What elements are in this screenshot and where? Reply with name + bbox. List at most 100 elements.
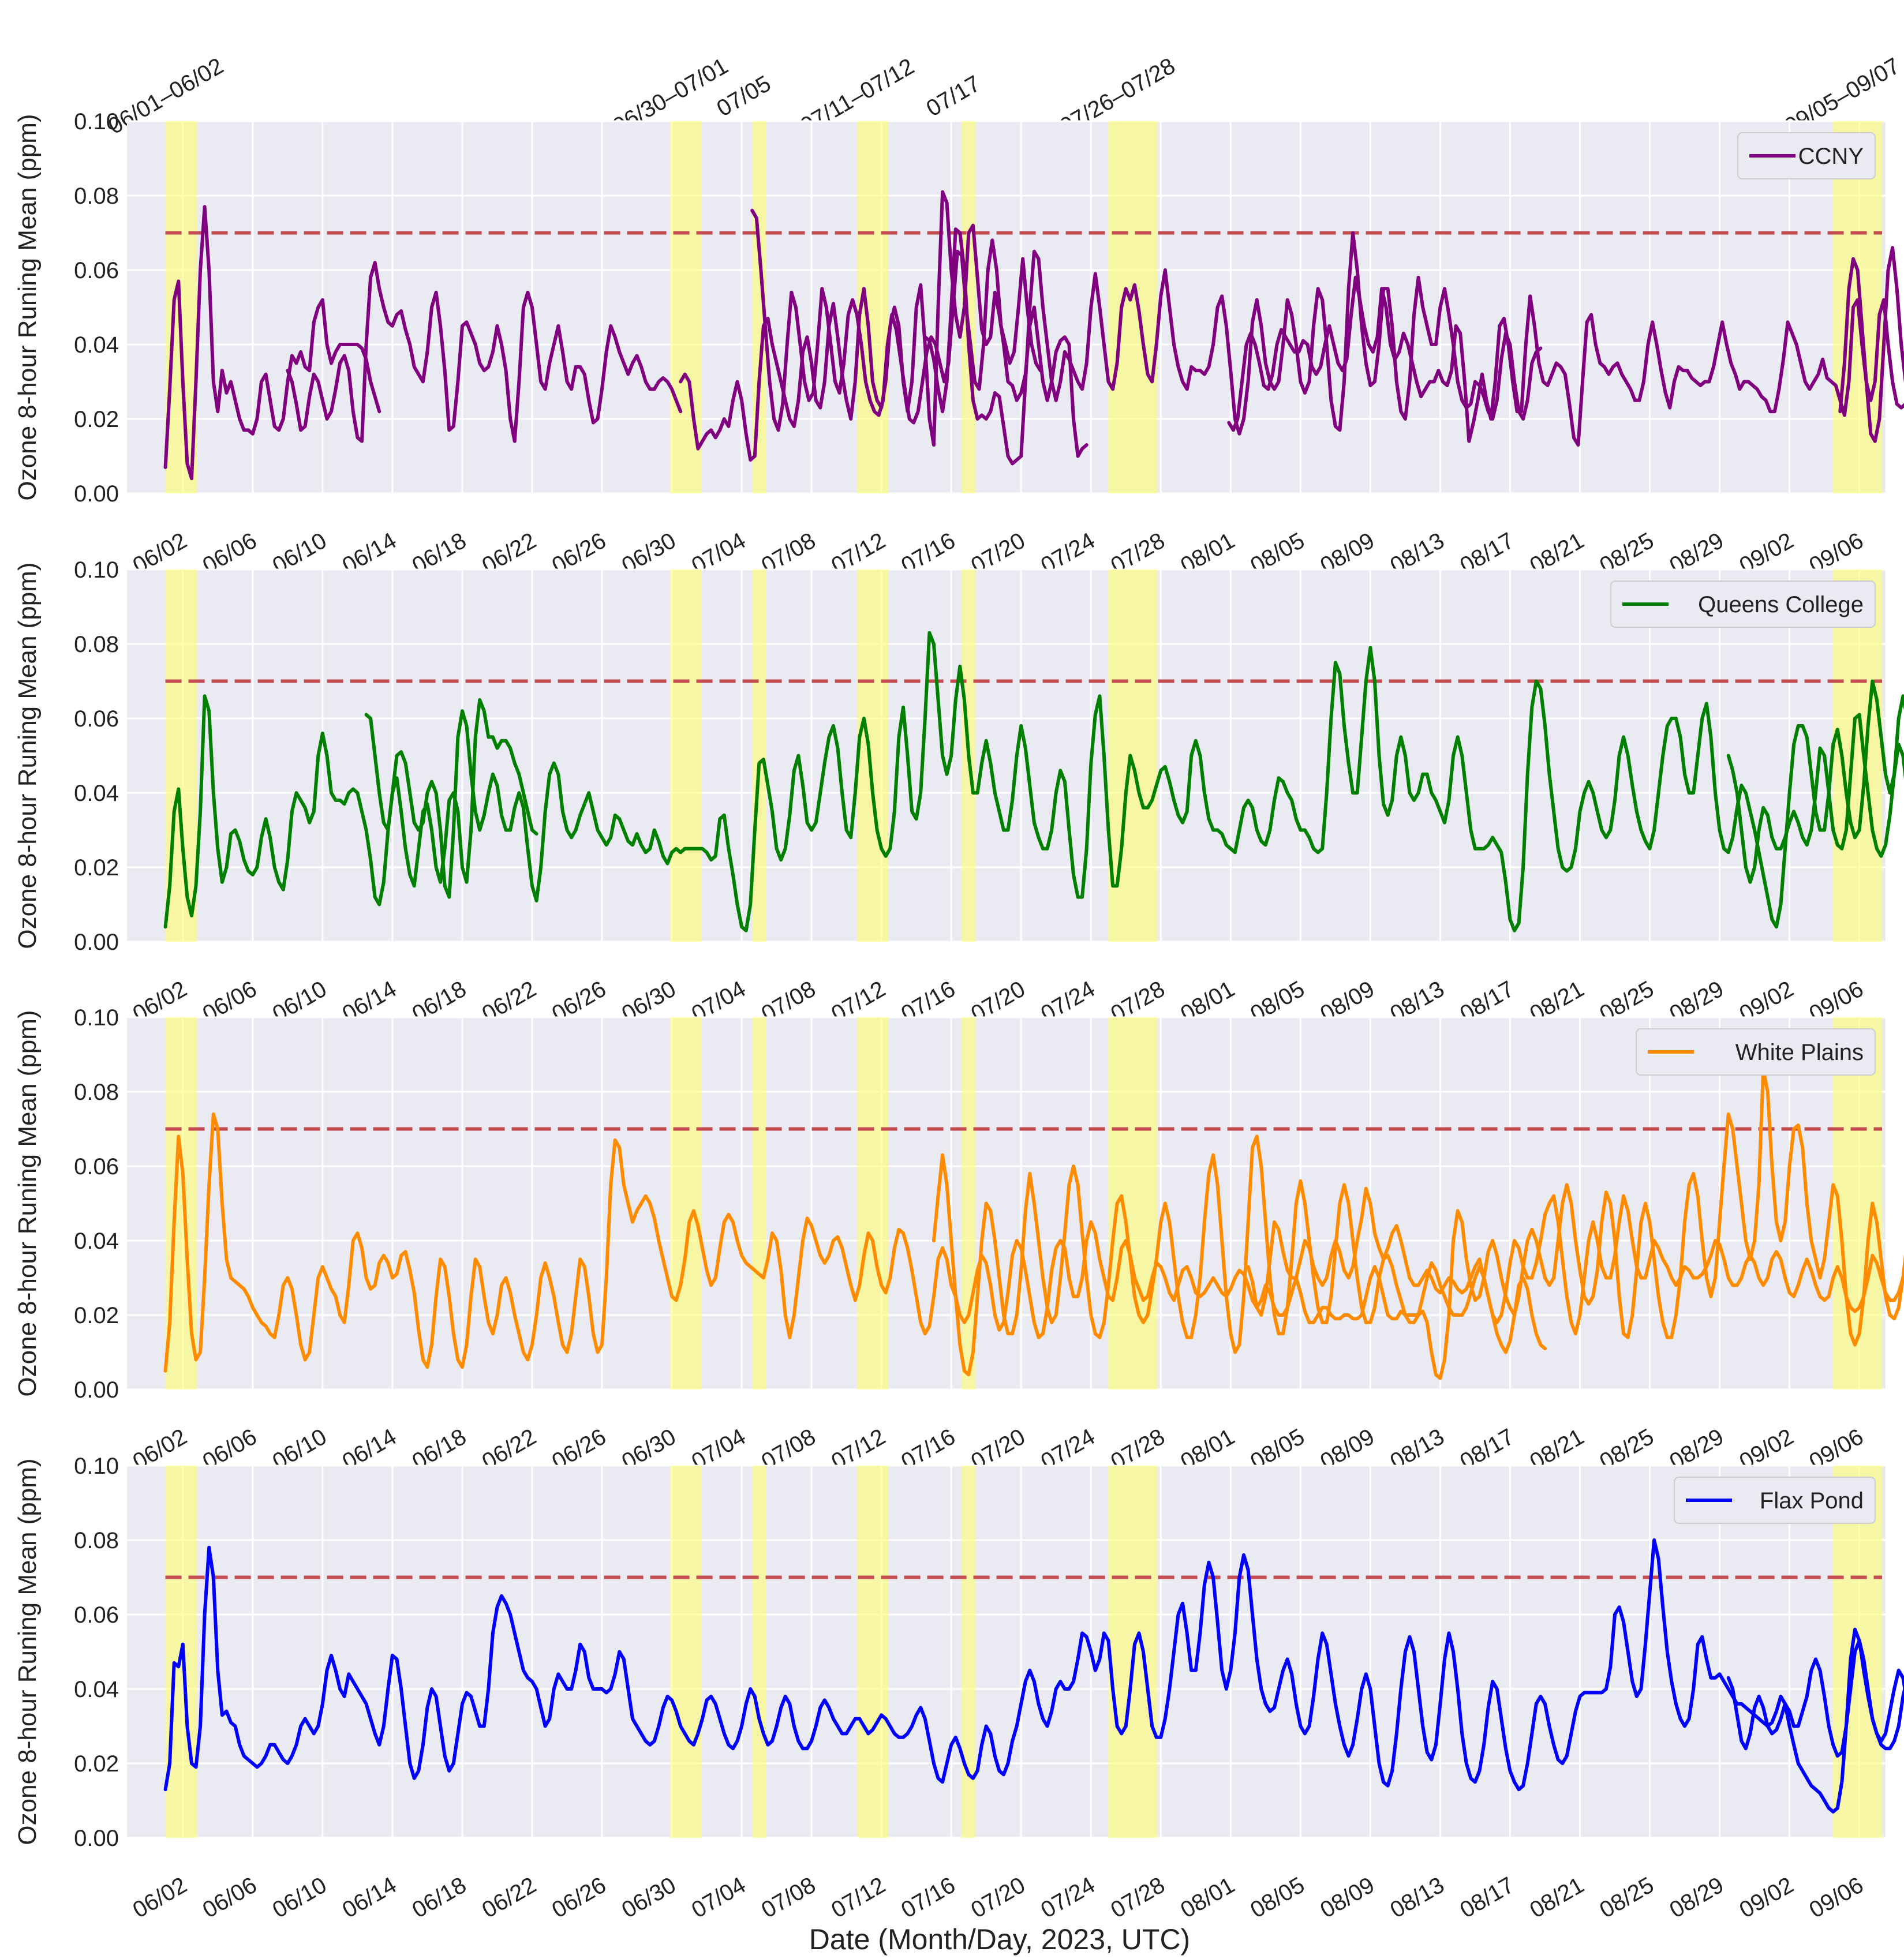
series-line — [163, 205, 381, 481]
series-line — [163, 1067, 1904, 1380]
y-tick-label: 0.10 — [74, 1005, 119, 1031]
x-tick-label: 08/09 — [1316, 1872, 1379, 1923]
legend-box — [1610, 580, 1876, 628]
legend: CCNY — [1737, 132, 1876, 179]
y-tick-label: 0.02 — [74, 1303, 119, 1328]
y-tick-label: 0.04 — [74, 1228, 119, 1254]
x-tick-label: 08/13 — [1386, 1872, 1449, 1923]
highlight-span — [752, 570, 766, 942]
highlight-span — [670, 570, 702, 942]
y-tick-label: 0.04 — [74, 332, 119, 358]
highlight-span — [670, 1466, 702, 1838]
highlight-span — [1108, 121, 1158, 493]
y-tick-label: 0.00 — [74, 481, 119, 507]
series-line — [1227, 275, 1904, 447]
x-tick-label: 08/29 — [1665, 1872, 1728, 1923]
highlight-span — [856, 1466, 889, 1838]
x-tick-label: 09/02 — [1735, 1872, 1798, 1923]
y-tick-label: 0.10 — [74, 109, 119, 134]
x-tick-label: 07/16 — [897, 1872, 960, 1923]
legend-label: White Plains — [1735, 1040, 1864, 1065]
x-tick-label: 08/05 — [1246, 1872, 1309, 1923]
legend-label: Queens College — [1698, 592, 1864, 617]
y-axis-label: Ozone 8-hour Runing Mean (ppm) — [13, 114, 42, 500]
y-tick-label: 0.08 — [74, 1080, 119, 1105]
x-tick-label: 08/25 — [1595, 1872, 1658, 1923]
x-tick-label: 08/17 — [1456, 1872, 1518, 1923]
y-tick-label: 0.06 — [74, 1154, 119, 1179]
x-tick-label: 06/06 — [199, 1872, 261, 1923]
series-line — [163, 694, 538, 929]
x-tick-label: 07/24 — [1037, 1872, 1099, 1923]
series-line — [286, 261, 683, 443]
x-axis-label: Date (Month/Day, 2023, UTC) — [809, 1923, 1190, 1956]
x-tick-label: 06/26 — [548, 1872, 611, 1923]
y-tick-label: 0.08 — [74, 183, 119, 209]
legend: White Plains — [1636, 1028, 1876, 1076]
x-tick-label: 08/21 — [1525, 1872, 1588, 1923]
series-line — [1726, 1639, 1904, 1758]
y-tick-label: 0.06 — [74, 258, 119, 283]
series-line — [1838, 246, 1904, 443]
highlight-span — [856, 570, 889, 942]
series-line — [364, 631, 1904, 932]
y-tick-label: 0.00 — [74, 1377, 119, 1403]
x-tick-label: 08/01 — [1176, 1872, 1239, 1923]
y-tick-label: 0.06 — [74, 706, 119, 732]
highlight-span — [752, 1466, 766, 1838]
y-axis-label: Ozone 8-hour Runing Mean (ppm) — [13, 1458, 42, 1845]
y-tick-label: 0.00 — [74, 1826, 119, 1851]
x-tick-label: 06/30 — [618, 1872, 680, 1923]
legend: Flax Pond — [1674, 1477, 1876, 1524]
y-axis-label: Ozone 8-hour Runing Mean (ppm) — [13, 562, 42, 949]
x-tick-label: 06/18 — [408, 1872, 471, 1923]
highlight-span — [856, 1017, 889, 1389]
series-line — [932, 1134, 1547, 1377]
legend-box — [1674, 1477, 1876, 1524]
x-tick-label: 06/22 — [478, 1872, 541, 1923]
legend-box — [1636, 1028, 1876, 1076]
series-line — [1726, 713, 1904, 884]
y-tick-label: 0.02 — [74, 855, 119, 881]
y-tick-label: 0.10 — [74, 1454, 119, 1479]
legend-label: CCNY — [1798, 144, 1864, 169]
y-tick-label: 0.04 — [74, 1677, 119, 1702]
plot-area — [127, 570, 1886, 942]
legend-label: Flax Pond — [1760, 1488, 1864, 1514]
x-tick-label: 06/14 — [338, 1872, 401, 1923]
series-line — [1246, 1186, 1904, 1336]
y-tick-label: 0.06 — [74, 1602, 119, 1628]
plot-area — [127, 121, 1886, 493]
legend-box — [1737, 132, 1876, 179]
series-line — [923, 227, 1543, 466]
series-line — [750, 208, 1042, 432]
highlight-label: 07/17 — [922, 71, 985, 122]
plot-area — [127, 1466, 1886, 1838]
y-tick-label: 0.00 — [74, 930, 119, 955]
x-tick-label: 07/12 — [827, 1872, 890, 1923]
y-tick-label: 0.02 — [74, 1751, 119, 1777]
y-tick-label: 0.08 — [74, 1528, 119, 1553]
highlight-span — [752, 1017, 766, 1389]
x-tick-label: 06/02 — [129, 1872, 192, 1923]
y-tick-label: 0.08 — [74, 632, 119, 657]
legend: Queens College — [1610, 580, 1876, 628]
x-tick-label: 07/28 — [1106, 1872, 1169, 1923]
y-axis-label: Ozone 8-hour Runing Mean (ppm) — [13, 1010, 42, 1396]
y-tick-label: 0.04 — [74, 781, 119, 806]
x-tick-label: 07/04 — [687, 1872, 750, 1923]
y-tick-label: 0.10 — [74, 557, 119, 583]
x-tick-label: 06/10 — [268, 1872, 331, 1923]
y-tick-label: 0.02 — [74, 407, 119, 432]
x-tick-label: 07/20 — [967, 1872, 1030, 1923]
x-tick-label: 07/08 — [757, 1872, 820, 1923]
highlight-span — [670, 1017, 702, 1389]
x-tick-label: 09/06 — [1805, 1872, 1868, 1923]
highlight-span — [962, 1466, 976, 1838]
